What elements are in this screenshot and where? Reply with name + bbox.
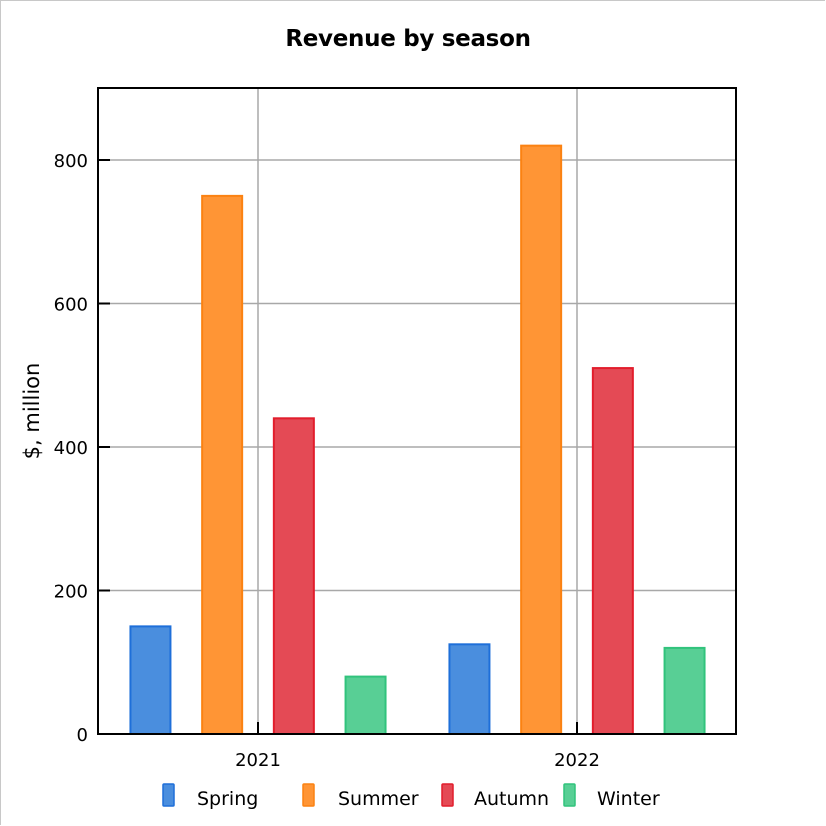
bar-winter-2021 — [344, 675, 387, 735]
legend-swatch-spring — [162, 783, 175, 807]
legend: Spring Summer Autumn Winter — [162, 783, 660, 810]
legend-label-autumn: Autumn — [474, 788, 549, 810]
bar-spring-2021 — [129, 625, 172, 735]
legend-label-spring: Spring — [197, 788, 258, 810]
axes — [97, 87, 737, 735]
y-axis-label: $, million — [20, 363, 44, 460]
bar-winter-2022 — [663, 646, 706, 736]
legend-swatch-winter — [563, 783, 576, 807]
y-axis-ticks: 0 200 400 600 800 — [54, 151, 110, 746]
plot-border — [97, 87, 737, 735]
y-tick-label: 800 — [54, 151, 88, 172]
x-tick-label: 2022 — [554, 750, 600, 771]
x-axis-ticks: 2021 2022 — [235, 722, 600, 771]
y-tick-label: 400 — [54, 438, 88, 459]
bars — [129, 144, 706, 736]
y-tick-label: 0 — [77, 725, 88, 746]
x-tick-label: 2021 — [235, 750, 281, 771]
chart-title: Revenue by season — [285, 26, 531, 52]
legend-label-summer: Summer — [338, 788, 419, 810]
bar-summer-2022 — [520, 144, 563, 735]
bar-summer-2021 — [201, 194, 244, 735]
y-tick-label: 200 — [54, 582, 88, 603]
legend-label-winter: Winter — [597, 788, 660, 810]
legend-swatch-autumn — [441, 783, 454, 807]
bar-autumn-2022 — [591, 367, 634, 735]
bar-spring-2022 — [448, 643, 491, 735]
bar-autumn-2021 — [272, 417, 315, 735]
legend-swatch-summer — [302, 783, 315, 807]
y-tick-label: 600 — [54, 295, 88, 316]
gridlines — [98, 88, 736, 734]
